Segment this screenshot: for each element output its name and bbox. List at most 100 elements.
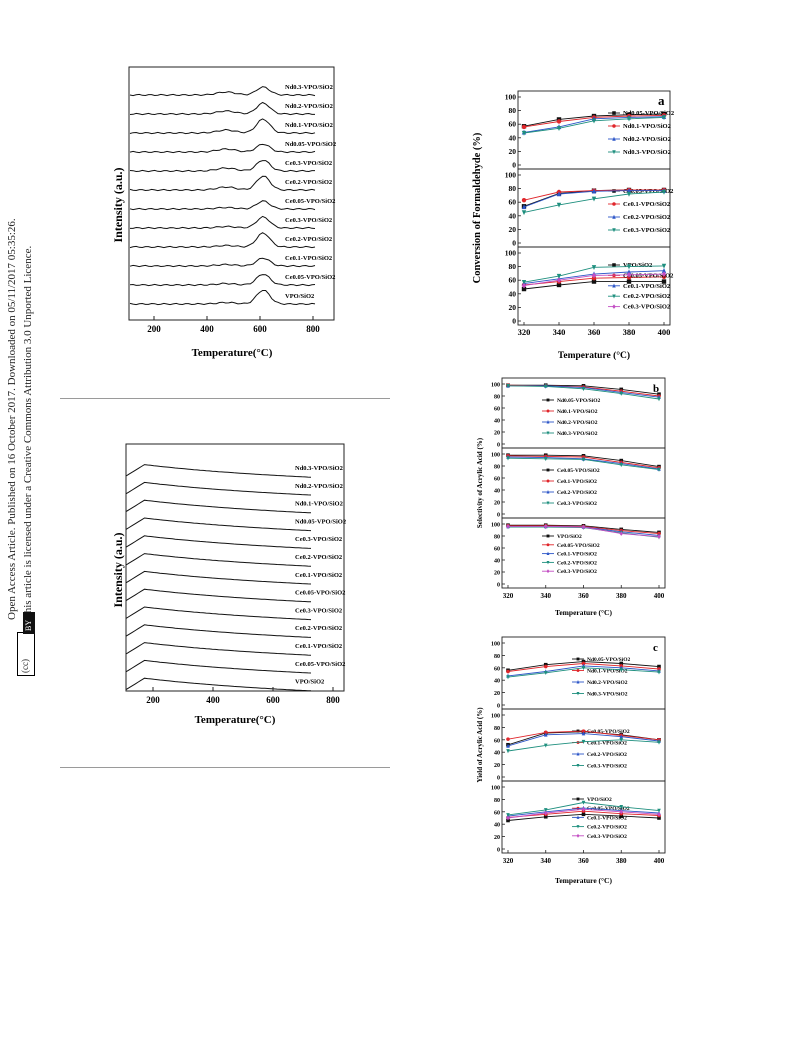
data-point [657, 808, 661, 813]
figure-stacked-curves-2: Intensity (a.u.) Nd0.3-VPO/SiO2 Nd0.2-VPO… [111, 443, 346, 726]
intensity-curve [125, 588, 312, 603]
cc-licence-badge[interactable]: (cc) [17, 632, 35, 676]
legend-label: Ce0.2-VPO/SiO2 [557, 490, 597, 496]
data-point [619, 667, 624, 672]
x-tick-label: 400 [206, 695, 220, 705]
licence-line: This article is licensed under a Creativ… [22, 245, 34, 620]
data-point [612, 150, 616, 155]
panel-letter: a [658, 93, 665, 108]
data-point [619, 391, 624, 396]
published-line: Open Access Article. Published on 16 Oct… [6, 218, 18, 620]
data-point [661, 279, 667, 284]
data-point [581, 800, 586, 805]
y-tick-label: 0 [512, 239, 516, 248]
y-tick-label: 100 [491, 453, 500, 459]
figure-divider-top [60, 398, 390, 399]
y-tick-label: 60 [494, 666, 500, 672]
curve-label: Ce0.1-VPO/SiO2 [295, 572, 342, 579]
data-point [556, 126, 562, 131]
data-point [661, 274, 667, 279]
subplot: 100 80 60 40 20 0 Ce0.05-VPO/SiO2 Ce0.1-VPO/SiO… [505, 168, 673, 248]
data-point [506, 524, 510, 529]
intensity-curve [125, 499, 312, 514]
x-tick-label: 360 [578, 592, 589, 600]
by-licence-badge[interactable]: BY [23, 612, 35, 634]
cc-icon: (cc) [20, 659, 30, 673]
data-point [546, 420, 550, 424]
y-tick-label: 40 [509, 211, 517, 220]
intensity-curve [129, 200, 316, 211]
data-point [546, 431, 550, 435]
x-tick-label: 400 [200, 324, 214, 334]
x-tick-label: 380 [623, 327, 636, 337]
subplot: 100 80 60 40 20 0 Nd0.05-VPO/SiO2 Nd0.1-VPO/SiO… [491, 636, 666, 710]
intensity-curve [130, 215, 316, 230]
data-point [521, 204, 527, 210]
data-point [612, 111, 616, 115]
data-point [581, 457, 586, 462]
legend-label: Nd0.05-VPO/SiO2 [557, 398, 600, 404]
data-point [546, 569, 550, 574]
y-tick-label: 100 [491, 786, 500, 792]
data-point [506, 669, 510, 674]
data-point [576, 657, 580, 661]
legend-label: Nd0.1-VPO/SiO2 [587, 669, 628, 675]
legend-label: Ce0.05-VPO/SiO2 [587, 806, 630, 812]
intensity-curve [129, 101, 315, 116]
legend-label: Nd0.3-VPO/SiO2 [557, 431, 598, 437]
data-point [556, 277, 562, 283]
data-point [576, 752, 580, 756]
data-point [626, 269, 632, 275]
data-point [657, 392, 661, 396]
data-point [576, 692, 580, 696]
data-point [546, 534, 550, 538]
subplot-frame [501, 636, 666, 710]
data-point [612, 263, 616, 267]
legend-label: Ce0.3-VPO/SiO2 [623, 227, 670, 234]
data-point [619, 463, 624, 468]
x-axis-label: Temperature (°C) [555, 876, 612, 885]
legend-label: Ce0.05-VPO/SiO2 [557, 543, 600, 549]
curves-2 [125, 464, 312, 692]
y-tick-label: 20 [494, 691, 500, 697]
data-point [657, 397, 661, 402]
data-point [612, 283, 616, 288]
curve-label: Ce0.3-VPO/SiO2 [285, 160, 332, 167]
data-point [543, 808, 548, 813]
x-tick-label: 320 [503, 857, 514, 865]
y-tick-label: 20 [494, 571, 500, 577]
y-tick-label: 0 [497, 704, 500, 710]
data-point [626, 279, 632, 284]
x-tick-label: 400 [654, 857, 665, 865]
y-tick-label: 20 [494, 501, 500, 507]
legend-label: Nd0.2-VPO/SiO2 [557, 420, 598, 426]
data-point [546, 560, 550, 565]
data-point [576, 815, 580, 819]
data-point [506, 743, 510, 748]
x-tick-label: 380 [616, 857, 627, 865]
subplot-frame [501, 708, 666, 782]
x-tick-label: 340 [541, 592, 552, 600]
data-point [612, 228, 616, 233]
licence-sidebar: Open Access Article. Published on 16 Oct… [6, 190, 46, 660]
data-point [619, 734, 624, 739]
curve-label: Ce0.05-VPO/SiO2 [295, 661, 345, 668]
y-tick-label: 60 [494, 407, 500, 413]
data-point [619, 661, 624, 666]
data-point [657, 816, 661, 820]
data-point [581, 731, 586, 736]
curve-labels-1: Nd0.3-VPO/SiO2 Nd0.2-VPO/SiO2 Nd0.1-VPO/Si… [285, 84, 336, 300]
legend-label: Ce0.2-VPO/SiO2 [587, 752, 627, 758]
y-tick-label: 0 [512, 161, 516, 170]
subplot: 100 80 60 40 20 0 VPO/SiO2 Ce0.05-VPO/SiO2 Ce0.1… [505, 246, 673, 326]
x-ticks-2: 200 400 600 800 [146, 687, 340, 705]
intensity-curve [125, 677, 312, 692]
data-point [612, 136, 616, 141]
data-point [556, 119, 562, 124]
data-point [576, 764, 580, 768]
y-tick-label: 80 [494, 726, 500, 732]
intensity-curve [125, 570, 312, 585]
curve-label: Nd0.2-VPO/SiO2 [285, 103, 333, 110]
data-point [521, 282, 527, 289]
ylabel-2: Intensity (a.u.) [111, 532, 125, 607]
